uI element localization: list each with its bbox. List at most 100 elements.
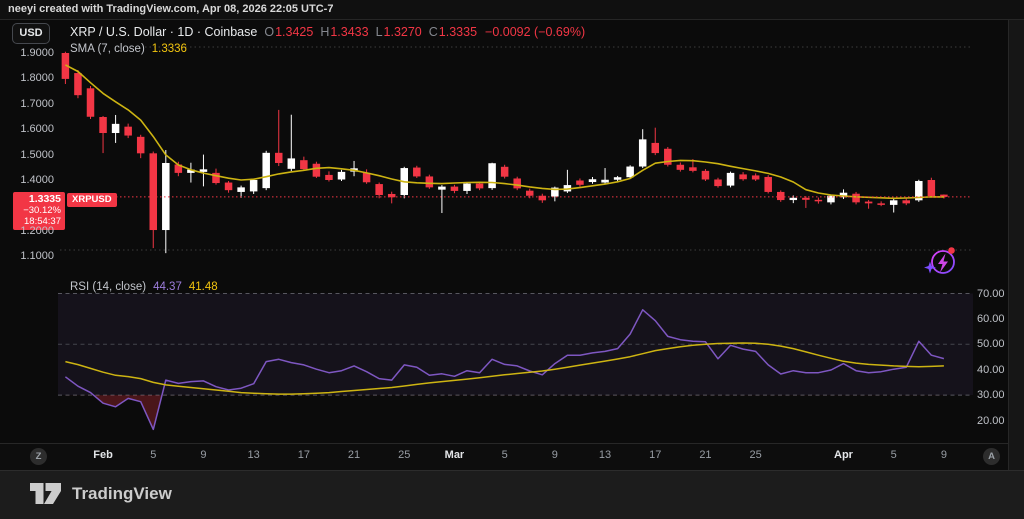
candle-body [714, 179, 722, 187]
candle-body [99, 117, 107, 134]
ohlc-label: C [428, 25, 438, 39]
candle-body [312, 163, 321, 177]
time-axis[interactable] [0, 443, 1008, 470]
currency-button[interactable]: USD [12, 23, 50, 44]
candle-body [300, 160, 308, 170]
rsi-oversold-fill [93, 395, 162, 430]
rsi-ma-line [65, 342, 944, 395]
time-axis-tick: 5 [150, 449, 157, 461]
candle-body [538, 195, 547, 201]
price-axis-label: 1.9000 [20, 47, 54, 59]
time-axis-tick: 13 [598, 449, 612, 461]
rsi-legend-label[interactable]: RSI (14, close) [70, 281, 147, 293]
ohlc-value: 1.3425 [275, 25, 314, 39]
candle-body [877, 203, 885, 205]
price-axis-label: 1.6000 [20, 123, 54, 136]
candle-body [174, 164, 183, 173]
candle-body [789, 197, 798, 201]
candle-body [739, 174, 747, 180]
candle-body [764, 176, 772, 192]
candle-body [902, 200, 910, 204]
time-axis-tick: 9 [940, 449, 947, 461]
rsi-axis-label: 40.00 [977, 363, 1005, 376]
candle-body [362, 172, 371, 183]
candle-body [889, 200, 898, 205]
tradingview-logo-icon [30, 483, 61, 504]
ohlc-value: 1.3335 [438, 25, 478, 39]
candle-body [413, 167, 421, 177]
candle-body [500, 166, 509, 177]
rsi-axis-label: 50.00 [977, 338, 1005, 351]
rsi-axis-label: 30.00 [977, 389, 1005, 402]
candle-body [488, 163, 496, 189]
candle-body [475, 183, 484, 189]
candle-body [526, 190, 534, 196]
price-axis-label: 1.1000 [20, 250, 54, 263]
bar-close-countdown: 18:54:37 [24, 216, 61, 227]
candle-body [387, 193, 396, 198]
sma-legend-row: SMA (7, close) 1.3336 [70, 43, 187, 55]
candle-body [375, 184, 383, 195]
candle-body [864, 201, 873, 204]
candle-body [325, 174, 333, 180]
candle-body [224, 182, 233, 191]
candle-body [852, 193, 860, 203]
candle-body [588, 179, 597, 183]
ohlc-label: O [264, 25, 275, 39]
ohlc-value: 1.3270 [383, 25, 422, 39]
candle-body [576, 180, 584, 185]
symbol-title[interactable]: XRP / U.S. Dollar · 1D · Coinbase [70, 25, 258, 39]
candle-body [613, 177, 622, 180]
time-axis-tick: Feb [93, 449, 113, 461]
sma-legend-label[interactable]: SMA (7, close) [70, 43, 145, 55]
candle-body [915, 181, 923, 201]
auto-scale-button[interactable]: A [983, 448, 1000, 465]
candle-body [651, 142, 659, 154]
current-price-label: 1.3335 −30.12% 18:54:37 [13, 192, 65, 230]
candle-body [563, 185, 572, 192]
candle-body [124, 126, 132, 136]
time-axis-tick: 5 [501, 449, 508, 461]
sma-line [65, 64, 944, 200]
time-axis-tick: 17 [297, 449, 310, 461]
candle-body [814, 199, 823, 202]
price-change: −0.0092 (−0.69%) [485, 25, 586, 39]
time-axis-tick: 9 [551, 449, 558, 461]
tradingview-logo[interactable]: TradingView [30, 483, 172, 504]
price-axis-label: 1.2000 [20, 224, 54, 237]
time-axis-tick: Mar [444, 449, 465, 461]
rsi-ma-legend-value: 41.48 [188, 281, 218, 293]
candle-body [551, 187, 559, 197]
ohlc-values: O1.3425 H1.3433 L1.3270 C1.3335 [257, 25, 477, 39]
price-axis-label: 1.7000 [20, 97, 54, 110]
ohlc-label: L [375, 25, 383, 39]
time-axis-tick: 21 [699, 449, 712, 461]
rsi-legend-row: RSI (14, close) 44.37 41.48 [70, 281, 218, 293]
time-axis-tick: 25 [749, 449, 762, 461]
symbol-legend-row: XRP / U.S. Dollar · 1D · Coinbase O1.3425… [70, 25, 585, 39]
time-axis-tick: 25 [398, 449, 411, 461]
candle-body [664, 148, 672, 165]
candle-body [275, 152, 283, 163]
timezone-button[interactable]: Z [30, 448, 47, 465]
time-axis-tick: 13 [247, 449, 260, 461]
sma-legend-value: 1.3336 [151, 43, 187, 55]
candle-body [689, 167, 697, 171]
candle-body [187, 169, 195, 173]
candle-body [111, 123, 120, 134]
price-axis-label: 1.4000 [20, 174, 54, 186]
candle-body [199, 169, 208, 172]
time-axis-tick: 17 [649, 449, 662, 461]
price-line-symbol-badge: XRPUSD [67, 192, 117, 207]
candle-body [726, 172, 735, 186]
candle-body [626, 166, 634, 178]
candle-body [425, 176, 434, 188]
candle-body [802, 197, 810, 200]
right-margin-strip [1008, 20, 1024, 470]
ohlc-label: H [320, 25, 330, 39]
candle-body [777, 191, 785, 201]
price-axis-label: 1.5000 [20, 148, 54, 161]
candle-body [827, 195, 835, 203]
flash-icon[interactable] [924, 247, 955, 274]
